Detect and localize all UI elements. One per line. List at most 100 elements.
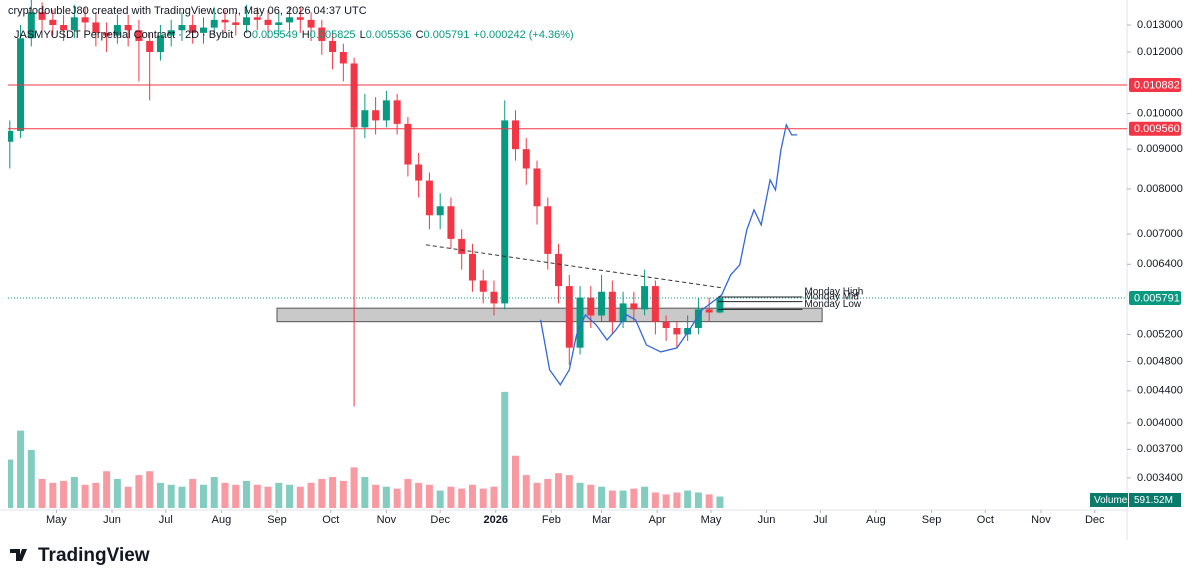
- candle-body: [555, 253, 563, 287]
- volume-bar: [641, 486, 649, 508]
- symbol: JASMYUSDT Perpetual Contract · 2D · Bybi…: [14, 29, 233, 41]
- candle-body: [511, 120, 519, 150]
- credit: cryptodoubleJ80 created with TradingView…: [8, 5, 367, 17]
- candle-body: [243, 17, 251, 25]
- volume-bar: [576, 482, 584, 508]
- y-tick-label: 0.010000: [1137, 107, 1183, 119]
- candle-body: [167, 30, 175, 36]
- volume-bar: [372, 484, 380, 508]
- x-tick-label: Feb: [542, 514, 561, 526]
- volume-bar: [27, 449, 35, 508]
- candle-body: [307, 19, 315, 28]
- candle-body: [662, 321, 670, 328]
- x-tick-label: Jul: [159, 514, 173, 526]
- candle-body: [404, 123, 412, 165]
- volume-bar: [490, 486, 498, 508]
- candle-body: [70, 17, 78, 31]
- trendline: [425, 244, 722, 289]
- candle-body: [178, 24, 186, 31]
- candle-body: [275, 22, 283, 25]
- volume-bar: [113, 478, 121, 508]
- candle-body: [425, 180, 433, 216]
- x-tick-label: May: [701, 514, 722, 526]
- volume-bar: [533, 482, 541, 508]
- volume-bar: [135, 475, 143, 508]
- candle-body: [684, 327, 692, 335]
- candle-body: [479, 280, 487, 292]
- y-tick-label: 0.006400: [1137, 258, 1183, 270]
- volume-bar: [199, 484, 207, 508]
- candle-body: [630, 303, 638, 310]
- volume-bar: [458, 488, 466, 508]
- volume-bar: [619, 490, 627, 508]
- candle-body: [501, 120, 509, 304]
- volume-bar: [156, 482, 164, 508]
- x-tick-label: Sep: [922, 514, 942, 526]
- volume-bar: [189, 478, 197, 508]
- candle-body: [673, 327, 681, 335]
- monday-label: Monday Mid: [804, 291, 858, 302]
- candle-body: [382, 100, 390, 121]
- ohlc-prefix: L: [360, 29, 366, 41]
- x-tick-label: Jun: [758, 514, 776, 526]
- candle-body: [705, 309, 713, 313]
- candle-body: [533, 168, 541, 207]
- y-tick-label: 0.003400: [1137, 472, 1183, 484]
- volume-bar: [124, 486, 132, 508]
- level-label-box: [1129, 78, 1181, 93]
- x-tick-label: Nov: [1031, 514, 1051, 526]
- y-tick-label: 0.008000: [1137, 183, 1183, 195]
- volume-bar: [167, 484, 175, 508]
- candle-body: [598, 291, 606, 316]
- candle-body: [329, 40, 337, 53]
- projection: [539, 123, 797, 386]
- candle-body: [286, 17, 294, 23]
- candle-body: [651, 286, 659, 322]
- brand: TradingView: [38, 545, 150, 566]
- candle-body: [199, 27, 207, 33]
- x-tick-label: Dec: [430, 514, 450, 526]
- volume-bar: [425, 484, 433, 508]
- ohlc-value: 0.005549: [252, 29, 298, 41]
- volume-bar: [522, 475, 530, 508]
- x-tick-label: Oct: [322, 514, 339, 526]
- level-label: 0.010882: [1134, 79, 1180, 91]
- y-tick-label: 0.003700: [1137, 443, 1183, 455]
- candle-body: [210, 19, 218, 28]
- volume-label: Volume: [1094, 495, 1128, 506]
- volume-bar: [404, 478, 412, 508]
- x-tick-label: 2026: [484, 514, 508, 526]
- candle-body: [264, 19, 272, 25]
- ohlc-prefix: C: [416, 29, 424, 41]
- candle-body: [436, 206, 444, 216]
- ohlc-value: 0.005791: [424, 29, 470, 41]
- candle-body: [253, 17, 261, 20]
- candle-body: [221, 19, 229, 23]
- x-tick-label: Sep: [267, 514, 287, 526]
- volume-value-box: [1129, 493, 1181, 507]
- candle-body: [146, 40, 154, 53]
- volume-bar: [103, 471, 111, 508]
- volume-bar: [555, 473, 563, 508]
- candle-body: [468, 253, 476, 281]
- volume-bar: [436, 490, 444, 508]
- candle-body: [8, 130, 14, 142]
- candle-body: [490, 291, 498, 304]
- volume-bar: [479, 488, 487, 508]
- x-tick-label: Dec: [1085, 514, 1105, 526]
- candle-body: [372, 110, 380, 121]
- candle-body: [124, 24, 132, 31]
- candle-body: [576, 297, 584, 348]
- volume-bar: [146, 471, 154, 508]
- x-tick-label: Apr: [649, 514, 666, 526]
- candle-body: [619, 303, 627, 322]
- volume-bar: [92, 482, 100, 508]
- volume-bar: [275, 482, 283, 508]
- volume-bar: [716, 496, 724, 508]
- y-tick-label: 0.004000: [1137, 417, 1183, 429]
- current-price-label: 0.005791: [1134, 292, 1180, 304]
- volume-bar: [382, 486, 390, 508]
- volume-bar: [393, 488, 401, 508]
- candle-body: [60, 24, 68, 31]
- volume-bar: [210, 477, 218, 508]
